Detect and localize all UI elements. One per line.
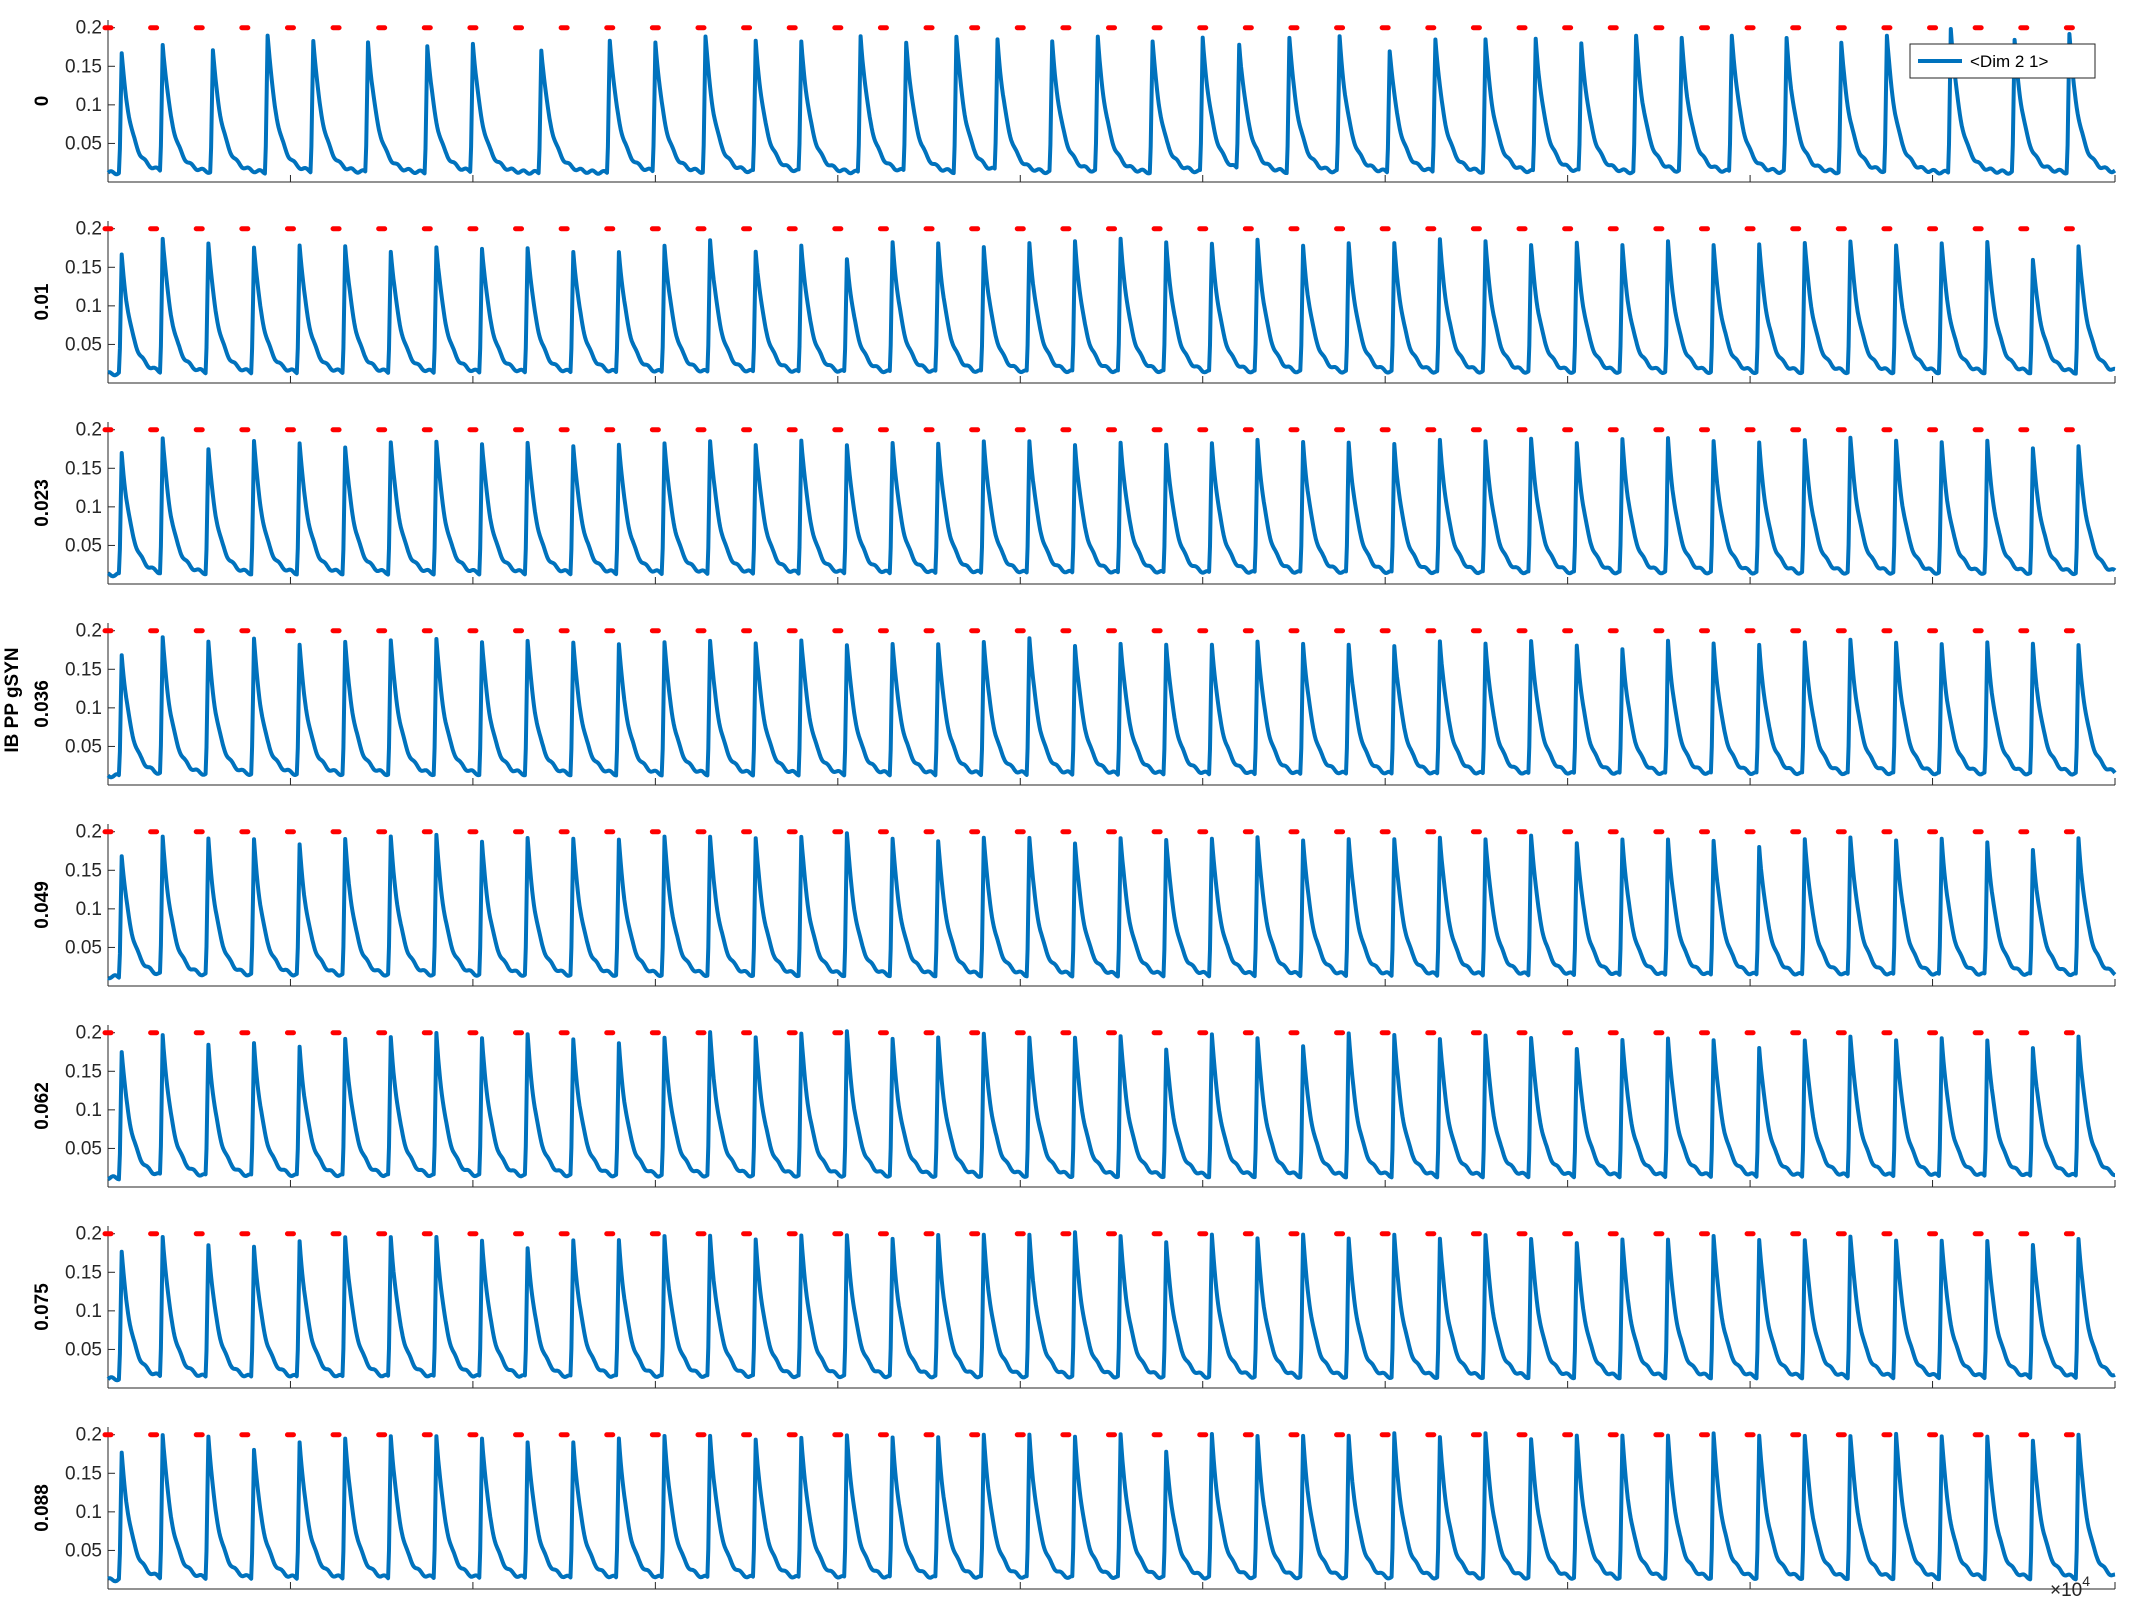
y-tick-label: 0.15: [65, 860, 102, 881]
y-tick-label: 0.05: [65, 133, 102, 154]
panel: 0.05 0.1 0.15 0.2 0.01: [32, 219, 2117, 384]
y-tick-label: 0.1: [76, 899, 102, 920]
y-tick-label: 0.2: [76, 1023, 102, 1044]
x-axis-exponent: ×104: [2050, 1573, 2090, 1600]
y-tick-label: 0.05: [65, 736, 102, 757]
panel-label: 0.062: [32, 1082, 53, 1130]
svg-text:×104: ×104: [2050, 1573, 2090, 1600]
x-exponent-base: ×10: [2050, 1580, 2082, 1600]
y-tick-label: 0.05: [65, 1138, 102, 1159]
y-tick-label: 0.2: [76, 18, 102, 39]
series-line: [106, 1029, 2117, 1182]
panels-group: 0.05 0.1 0.15 0.2 0 0.05 0.1 0.15 0.2 0.01 0.05 0.1…: [32, 18, 2117, 1590]
y-tick-label: 0.05: [65, 1339, 102, 1360]
panel-label: 0.088: [32, 1484, 53, 1532]
y-tick-label: 0.1: [76, 1301, 102, 1322]
series-line: [106, 831, 2117, 981]
series-line: [106, 635, 2117, 780]
y-tick-label: 0.1: [76, 1100, 102, 1121]
panel: 0.05 0.1 0.15 0.2 0.036: [32, 621, 2117, 786]
y-tick-label: 0.1: [76, 497, 102, 518]
y-tick-label: 0.2: [76, 1425, 102, 1446]
y-tick-label: 0.15: [65, 1061, 102, 1082]
panel: 0.05 0.1 0.15 0.2 0.088: [32, 1425, 2117, 1590]
series-line: [106, 236, 2117, 378]
panel-label: 0.01: [32, 283, 53, 320]
panel: 0.05 0.1 0.15 0.2 0.049: [32, 822, 2117, 987]
y-tick-label: 0.15: [65, 659, 102, 680]
y-tick-label: 0.2: [76, 621, 102, 642]
panel: 0.05 0.1 0.15 0.2 0.023: [32, 420, 2117, 585]
y-tick-label: 0.2: [76, 219, 102, 240]
y-tick-label: 0.1: [76, 698, 102, 719]
series-line: [106, 27, 2117, 177]
y-tick-label: 0.05: [65, 1540, 102, 1561]
panel-label: 0.036: [32, 680, 53, 728]
y-axis-label: IB PP gSYN: [2, 647, 23, 752]
y-tick-label: 0.15: [65, 1463, 102, 1484]
y-tick-label: 0.05: [65, 937, 102, 958]
panel: 0.05 0.1 0.15 0.2 0: [32, 18, 2117, 183]
panel-label: 0.023: [32, 479, 53, 527]
y-tick-label: 0.1: [76, 296, 102, 317]
y-tick-label: 0.15: [65, 56, 102, 77]
y-tick-label: 0.15: [65, 1262, 102, 1283]
y-tick-label: 0.1: [76, 95, 102, 116]
series-line: [106, 1431, 2117, 1584]
y-tick-label: 0.05: [65, 334, 102, 355]
y-tick-label: 0.2: [76, 822, 102, 843]
y-tick-label: 0.2: [76, 1224, 102, 1245]
y-tick-label: 0.15: [65, 257, 102, 278]
panel: 0.05 0.1 0.15 0.2 0.075: [32, 1224, 2117, 1389]
y-tick-label: 0.2: [76, 420, 102, 441]
panel-label: 0.075: [32, 1283, 53, 1331]
legend: <Dim 2 1>: [1909, 43, 2096, 79]
series-line: [106, 1230, 2117, 1383]
panel-label: 0.049: [32, 881, 53, 929]
series-line: [106, 435, 2117, 579]
x-exponent-power: 4: [2082, 1573, 2090, 1589]
y-tick-label: 0.05: [65, 535, 102, 556]
legend-label: <Dim 2 1>: [1970, 52, 2048, 71]
y-tick-label: 0.15: [65, 458, 102, 479]
y-tick-label: 0.1: [76, 1502, 102, 1523]
panel-label: 0: [32, 96, 53, 107]
panel: 0.05 0.1 0.15 0.2 0.062: [32, 1023, 2117, 1188]
